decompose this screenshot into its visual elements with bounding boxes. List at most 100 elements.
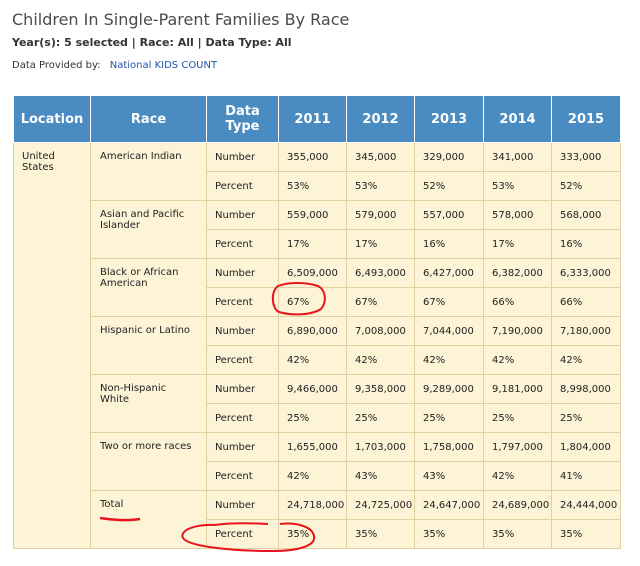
value-cell: 25% bbox=[414, 403, 484, 433]
value-cell: 1,758,000 bbox=[414, 432, 484, 462]
table-row: Percent 67% 67% 67% 66% 66% bbox=[14, 287, 621, 317]
provider-link[interactable]: National KIDS COUNT bbox=[109, 60, 218, 71]
value-cell: 35% bbox=[278, 519, 347, 549]
value-cell: 52% bbox=[414, 171, 484, 201]
table-row: Non-Hispanic White Number 9,466,000 9,358,0… bbox=[14, 374, 621, 433]
value-cell: 42% bbox=[483, 345, 552, 375]
table-row: Percent 42% 42% 42% 42% 42% bbox=[14, 345, 621, 375]
value-cell: 42% bbox=[551, 345, 621, 375]
value-cell: 25% bbox=[483, 403, 552, 433]
value-cell: 1,655,000 bbox=[278, 432, 347, 462]
value-cell: 9,289,000 bbox=[414, 374, 484, 404]
value-cell: 35% bbox=[414, 519, 484, 549]
value-cell: 24,444,000 bbox=[551, 490, 621, 520]
column-header-location: Location bbox=[13, 95, 91, 143]
value-cell: 578,000 bbox=[483, 200, 552, 230]
value-cell: 559,000 bbox=[278, 200, 347, 230]
value-cell: 1,703,000 bbox=[346, 432, 415, 462]
table-row: Percent 42% 43% 43% 42% 41% bbox=[14, 461, 621, 491]
table-row: Percent 25% 25% 25% 25% 25% bbox=[14, 403, 621, 433]
data-type-cell: Number bbox=[206, 432, 279, 462]
value-cell: 16% bbox=[414, 229, 484, 259]
table-row: Total Number 24,718,000 24,725,000 24,647,00… bbox=[14, 490, 621, 549]
value-cell: 6,427,000 bbox=[414, 258, 484, 288]
provider-label: Data Provided by: bbox=[12, 60, 101, 71]
race-cell: Total bbox=[90, 490, 207, 549]
table-row: Black or African American Number 6,509,000… bbox=[14, 258, 621, 317]
value-cell: 341,000 bbox=[483, 142, 552, 172]
value-cell: 345,000 bbox=[346, 142, 415, 172]
table-row: Two or more races Number 1,655,000 1,703,00… bbox=[14, 432, 621, 491]
data-type-cell: Percent bbox=[206, 461, 279, 491]
data-type-cell: Percent bbox=[206, 403, 279, 433]
column-header-2015: 2015 bbox=[551, 95, 621, 143]
value-cell: 66% bbox=[483, 287, 552, 317]
value-cell: 17% bbox=[483, 229, 552, 259]
value-cell: 7,180,000 bbox=[551, 316, 621, 346]
value-cell: 7,008,000 bbox=[346, 316, 415, 346]
value-cell: 8,998,000 bbox=[551, 374, 621, 404]
value-cell: 355,000 bbox=[278, 142, 347, 172]
value-cell: 568,000 bbox=[551, 200, 621, 230]
value-cell: 53% bbox=[483, 171, 552, 201]
data-type-cell: Percent bbox=[206, 229, 279, 259]
value-cell: 17% bbox=[278, 229, 347, 259]
value-cell: 16% bbox=[551, 229, 621, 259]
data-type-cell: Number bbox=[206, 258, 279, 288]
data-type-cell: Percent bbox=[206, 171, 279, 201]
value-cell: 1,804,000 bbox=[551, 432, 621, 462]
value-cell: 42% bbox=[278, 345, 347, 375]
race-cell: Non-Hispanic White bbox=[90, 374, 207, 433]
data-type-cell: Number bbox=[206, 490, 279, 520]
value-cell: 41% bbox=[551, 461, 621, 491]
data-type-cell: Number bbox=[206, 200, 279, 230]
table-row: Asian and Pacific Islander Number 559,000 5… bbox=[14, 200, 621, 259]
value-cell: 9,466,000 bbox=[278, 374, 347, 404]
value-cell: 43% bbox=[346, 461, 415, 491]
data-type-cell: Number bbox=[206, 374, 279, 404]
race-cell: Asian and Pacific Islander bbox=[90, 200, 207, 259]
value-cell: 67% bbox=[278, 287, 347, 317]
column-header-data-type: Data Type bbox=[206, 95, 279, 143]
value-cell: 42% bbox=[414, 345, 484, 375]
race-cell: Two or more races bbox=[90, 432, 207, 491]
table-row: Percent 53% 53% 52% 53% 52% bbox=[14, 171, 621, 201]
column-header-2011: 2011 bbox=[278, 95, 347, 143]
value-cell: 25% bbox=[551, 403, 621, 433]
location-cell: United States bbox=[13, 142, 91, 549]
data-type-cell: Percent bbox=[206, 287, 279, 317]
value-cell: 6,509,000 bbox=[278, 258, 347, 288]
data-type-cell: Number bbox=[206, 142, 279, 172]
value-cell: 67% bbox=[346, 287, 415, 317]
value-cell: 53% bbox=[346, 171, 415, 201]
value-cell: 24,647,000 bbox=[414, 490, 484, 520]
race-cell: American Indian bbox=[90, 142, 207, 201]
table-row: United States American Indian Number 355,00… bbox=[13, 142, 621, 549]
value-cell: 329,000 bbox=[414, 142, 484, 172]
value-cell: 24,718,000 bbox=[278, 490, 347, 520]
table-row: Hispanic or Latino Number 6,890,000 7,008,0… bbox=[14, 316, 621, 375]
value-cell: 24,689,000 bbox=[483, 490, 552, 520]
column-header-2012: 2012 bbox=[346, 95, 415, 143]
value-cell: 9,358,000 bbox=[346, 374, 415, 404]
value-cell: 7,044,000 bbox=[414, 316, 484, 346]
value-cell: 42% bbox=[278, 461, 347, 491]
selection-summary: Year(s): 5 selected | Race: All | Data T… bbox=[12, 36, 292, 49]
value-cell: 42% bbox=[483, 461, 552, 491]
value-cell: 6,333,000 bbox=[551, 258, 621, 288]
value-cell: 333,000 bbox=[551, 142, 621, 172]
table-header-row: Location Race Data Type 2011 2012 2013 2014 201… bbox=[13, 95, 621, 143]
value-cell: 43% bbox=[414, 461, 484, 491]
value-cell: 557,000 bbox=[414, 200, 484, 230]
column-header-race: Race bbox=[90, 95, 207, 143]
column-header-2014: 2014 bbox=[483, 95, 552, 143]
race-cell: Black or African American bbox=[90, 258, 207, 317]
data-table: Location Race Data Type 2011 2012 2013 2014 201… bbox=[13, 95, 621, 549]
table-body: United States American Indian Number 355,00… bbox=[13, 142, 621, 549]
value-cell: 17% bbox=[346, 229, 415, 259]
data-type-cell: Percent bbox=[206, 519, 279, 549]
data-table-container: Location Race Data Type 2011 2012 2013 2014 201… bbox=[13, 95, 621, 549]
value-cell: 579,000 bbox=[346, 200, 415, 230]
column-header-2013: 2013 bbox=[414, 95, 484, 143]
value-cell: 9,181,000 bbox=[483, 374, 552, 404]
